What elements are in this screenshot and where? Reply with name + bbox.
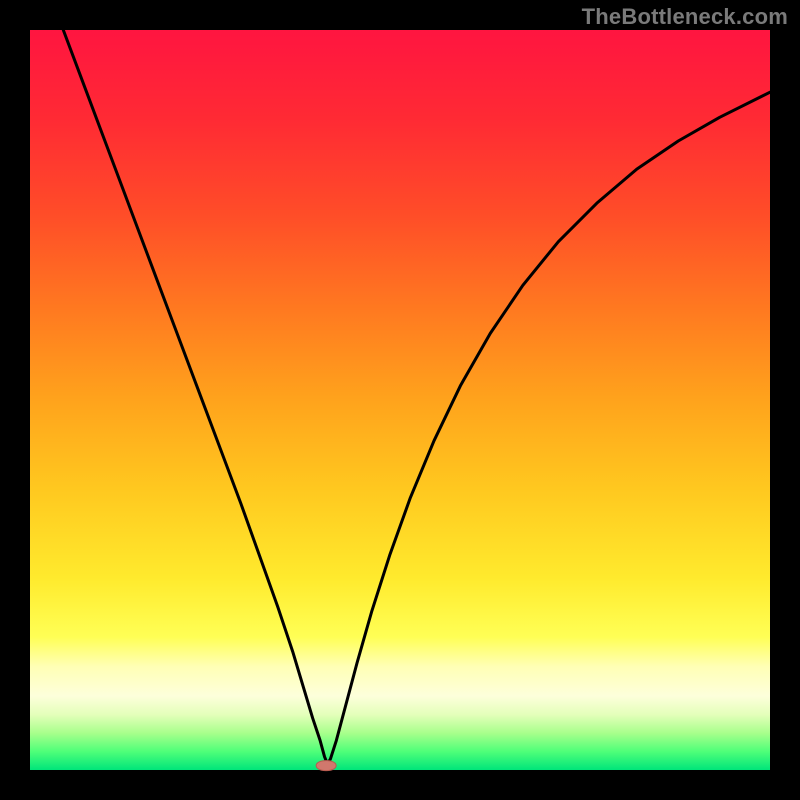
watermark-text: TheBottleneck.com — [582, 4, 788, 30]
plot-area — [30, 30, 770, 770]
bottleneck-curve — [30, 30, 770, 770]
chart-frame: TheBottleneck.com — [0, 0, 800, 800]
optimal-point-marker — [316, 760, 337, 772]
